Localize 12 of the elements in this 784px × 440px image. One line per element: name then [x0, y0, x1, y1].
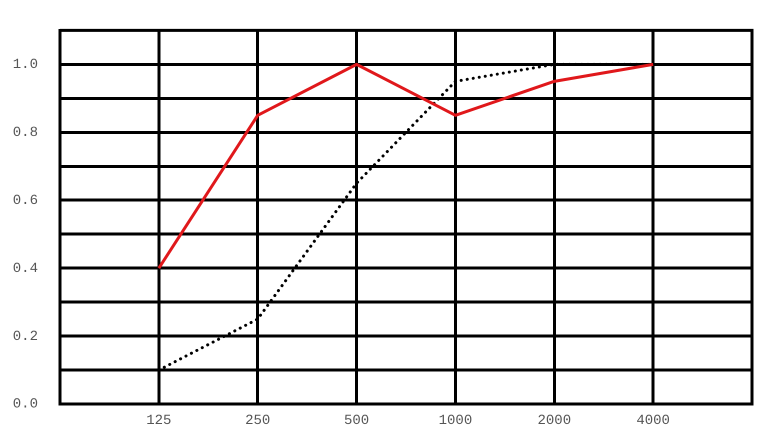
y-tick-label: 0.0 [12, 396, 38, 413]
x-tick-label: 2000 [537, 413, 572, 430]
y-tick-label: 0.2 [12, 328, 38, 345]
y-tick-label: 0.8 [12, 124, 38, 141]
y-tick-label: 0.6 [12, 192, 38, 209]
x-tick-label: 250 [245, 413, 270, 430]
x-tick-label: 125 [146, 413, 172, 430]
x-tick-label: 500 [344, 413, 370, 430]
y-tick-label: 1.0 [12, 57, 38, 74]
x-tick-label: 1000 [438, 413, 472, 430]
y-tick-label: 0.4 [12, 260, 38, 277]
x-tick-label: 4000 [636, 413, 670, 430]
